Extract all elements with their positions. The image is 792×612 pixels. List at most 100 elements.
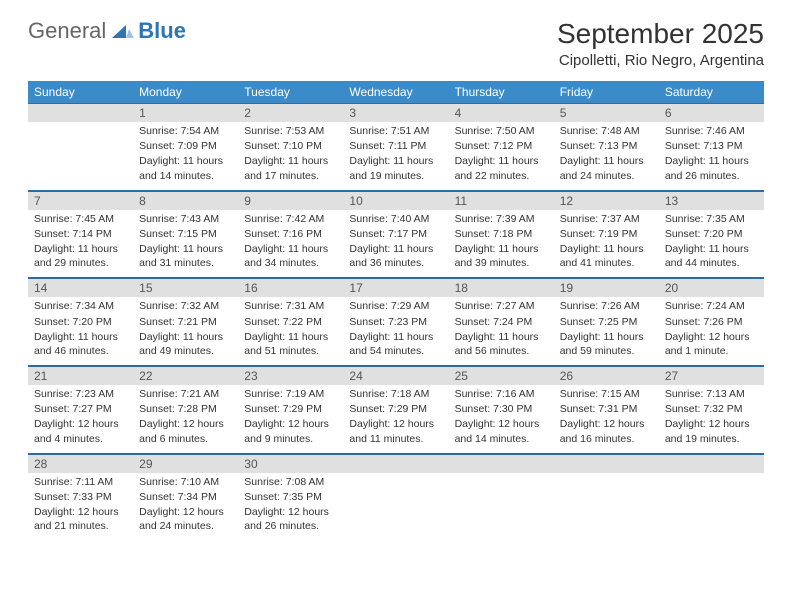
weekday-header: Wednesday — [343, 81, 448, 104]
day-body: Sunrise: 7:43 AMSunset: 7:15 PMDaylight:… — [133, 210, 238, 278]
sunset-text: Sunset: 7:09 PM — [139, 139, 232, 153]
day-cell: 12Sunrise: 7:37 AMSunset: 7:19 PMDayligh… — [554, 191, 659, 279]
weekday-header: Thursday — [449, 81, 554, 104]
day-cell — [28, 104, 133, 191]
day-body: Sunrise: 7:10 AMSunset: 7:34 PMDaylight:… — [133, 473, 238, 541]
day-body — [554, 473, 659, 481]
daylight-text: Daylight: 11 hours and 51 minutes. — [244, 330, 337, 358]
sunset-text: Sunset: 7:11 PM — [349, 139, 442, 153]
sunset-text: Sunset: 7:21 PM — [139, 315, 232, 329]
day-number: 16 — [238, 279, 343, 297]
sunrise-text: Sunrise: 7:27 AM — [455, 299, 548, 313]
sunrise-text: Sunrise: 7:19 AM — [244, 387, 337, 401]
sunrise-text: Sunrise: 7:45 AM — [34, 212, 127, 226]
day-number — [659, 455, 764, 473]
daylight-text: Daylight: 11 hours and 24 minutes. — [560, 154, 653, 182]
sunrise-text: Sunrise: 7:40 AM — [349, 212, 442, 226]
day-number: 3 — [343, 104, 448, 122]
day-cell: 18Sunrise: 7:27 AMSunset: 7:24 PMDayligh… — [449, 278, 554, 366]
day-body: Sunrise: 7:16 AMSunset: 7:30 PMDaylight:… — [449, 385, 554, 453]
sunset-text: Sunset: 7:23 PM — [349, 315, 442, 329]
sunset-text: Sunset: 7:29 PM — [349, 402, 442, 416]
day-cell — [659, 454, 764, 541]
sunrise-text: Sunrise: 7:35 AM — [665, 212, 758, 226]
day-number: 20 — [659, 279, 764, 297]
sunset-text: Sunset: 7:34 PM — [139, 490, 232, 504]
day-cell: 5Sunrise: 7:48 AMSunset: 7:13 PMDaylight… — [554, 104, 659, 191]
daylight-text: Daylight: 11 hours and 22 minutes. — [455, 154, 548, 182]
week-row: 21Sunrise: 7:23 AMSunset: 7:27 PMDayligh… — [28, 366, 764, 454]
sunset-text: Sunset: 7:35 PM — [244, 490, 337, 504]
day-body: Sunrise: 7:11 AMSunset: 7:33 PMDaylight:… — [28, 473, 133, 541]
sunset-text: Sunset: 7:13 PM — [560, 139, 653, 153]
calendar-table: Sunday Monday Tuesday Wednesday Thursday… — [28, 81, 764, 540]
day-body: Sunrise: 7:26 AMSunset: 7:25 PMDaylight:… — [554, 297, 659, 365]
sunrise-text: Sunrise: 7:26 AM — [560, 299, 653, 313]
title-block: September 2025 Cipolletti, Rio Negro, Ar… — [557, 18, 764, 69]
day-cell: 30Sunrise: 7:08 AMSunset: 7:35 PMDayligh… — [238, 454, 343, 541]
day-number: 1 — [133, 104, 238, 122]
day-body: Sunrise: 7:21 AMSunset: 7:28 PMDaylight:… — [133, 385, 238, 453]
sunrise-text: Sunrise: 7:08 AM — [244, 475, 337, 489]
day-body: Sunrise: 7:19 AMSunset: 7:29 PMDaylight:… — [238, 385, 343, 453]
daylight-text: Daylight: 11 hours and 36 minutes. — [349, 242, 442, 270]
day-cell: 25Sunrise: 7:16 AMSunset: 7:30 PMDayligh… — [449, 366, 554, 454]
day-body: Sunrise: 7:34 AMSunset: 7:20 PMDaylight:… — [28, 297, 133, 365]
day-cell: 16Sunrise: 7:31 AMSunset: 7:22 PMDayligh… — [238, 278, 343, 366]
daylight-text: Daylight: 12 hours and 24 minutes. — [139, 505, 232, 533]
day-cell: 17Sunrise: 7:29 AMSunset: 7:23 PMDayligh… — [343, 278, 448, 366]
sunrise-text: Sunrise: 7:31 AM — [244, 299, 337, 313]
sunset-text: Sunset: 7:30 PM — [455, 402, 548, 416]
day-cell: 21Sunrise: 7:23 AMSunset: 7:27 PMDayligh… — [28, 366, 133, 454]
sunset-text: Sunset: 7:19 PM — [560, 227, 653, 241]
daylight-text: Daylight: 11 hours and 19 minutes. — [349, 154, 442, 182]
daylight-text: Daylight: 11 hours and 59 minutes. — [560, 330, 653, 358]
sunrise-text: Sunrise: 7:21 AM — [139, 387, 232, 401]
day-body: Sunrise: 7:48 AMSunset: 7:13 PMDaylight:… — [554, 122, 659, 190]
daylight-text: Daylight: 12 hours and 16 minutes. — [560, 417, 653, 445]
day-cell: 28Sunrise: 7:11 AMSunset: 7:33 PMDayligh… — [28, 454, 133, 541]
day-cell: 10Sunrise: 7:40 AMSunset: 7:17 PMDayligh… — [343, 191, 448, 279]
sunrise-text: Sunrise: 7:18 AM — [349, 387, 442, 401]
daylight-text: Daylight: 12 hours and 11 minutes. — [349, 417, 442, 445]
day-body — [343, 473, 448, 481]
sunset-text: Sunset: 7:31 PM — [560, 402, 653, 416]
day-body: Sunrise: 7:24 AMSunset: 7:26 PMDaylight:… — [659, 297, 764, 365]
daylight-text: Daylight: 11 hours and 29 minutes. — [34, 242, 127, 270]
day-number: 8 — [133, 192, 238, 210]
triangle-icon — [112, 18, 134, 44]
daylight-text: Daylight: 11 hours and 41 minutes. — [560, 242, 653, 270]
daylight-text: Daylight: 11 hours and 26 minutes. — [665, 154, 758, 182]
daylight-text: Daylight: 11 hours and 31 minutes. — [139, 242, 232, 270]
day-cell: 4Sunrise: 7:50 AMSunset: 7:12 PMDaylight… — [449, 104, 554, 191]
weekday-header: Friday — [554, 81, 659, 104]
logo-text-blue: Blue — [138, 18, 186, 44]
day-body: Sunrise: 7:13 AMSunset: 7:32 PMDaylight:… — [659, 385, 764, 453]
weekday-header: Monday — [133, 81, 238, 104]
day-number: 12 — [554, 192, 659, 210]
week-row: 1Sunrise: 7:54 AMSunset: 7:09 PMDaylight… — [28, 104, 764, 191]
day-body: Sunrise: 7:53 AMSunset: 7:10 PMDaylight:… — [238, 122, 343, 190]
header: General Blue September 2025 Cipolletti, … — [28, 18, 764, 69]
day-number: 7 — [28, 192, 133, 210]
day-number: 11 — [449, 192, 554, 210]
day-cell: 19Sunrise: 7:26 AMSunset: 7:25 PMDayligh… — [554, 278, 659, 366]
location: Cipolletti, Rio Negro, Argentina — [557, 52, 764, 69]
sunrise-text: Sunrise: 7:39 AM — [455, 212, 548, 226]
daylight-text: Daylight: 11 hours and 56 minutes. — [455, 330, 548, 358]
day-number: 4 — [449, 104, 554, 122]
day-body: Sunrise: 7:45 AMSunset: 7:14 PMDaylight:… — [28, 210, 133, 278]
day-cell: 23Sunrise: 7:19 AMSunset: 7:29 PMDayligh… — [238, 366, 343, 454]
day-cell: 6Sunrise: 7:46 AMSunset: 7:13 PMDaylight… — [659, 104, 764, 191]
day-cell: 15Sunrise: 7:32 AMSunset: 7:21 PMDayligh… — [133, 278, 238, 366]
sunrise-text: Sunrise: 7:24 AM — [665, 299, 758, 313]
day-body: Sunrise: 7:27 AM Sunset: 7:24 PMDaylight:… — [449, 297, 554, 365]
daylight-text: Daylight: 11 hours and 39 minutes. — [455, 242, 548, 270]
sunset-text: Sunset: 7:24 PM — [455, 315, 548, 329]
day-body: Sunrise: 7:23 AMSunset: 7:27 PMDaylight:… — [28, 385, 133, 453]
daylight-text: Daylight: 11 hours and 49 minutes. — [139, 330, 232, 358]
day-body: Sunrise: 7:18 AMSunset: 7:29 PMDaylight:… — [343, 385, 448, 453]
daylight-text: Daylight: 12 hours and 21 minutes. — [34, 505, 127, 533]
day-body — [28, 122, 133, 130]
day-cell: 9Sunrise: 7:42 AMSunset: 7:16 PMDaylight… — [238, 191, 343, 279]
